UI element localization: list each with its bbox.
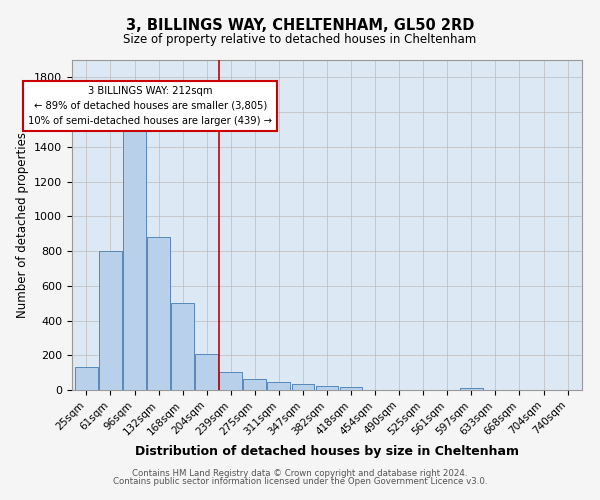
Bar (268, 382, 290, 390)
Y-axis label: Number of detached properties: Number of detached properties (16, 132, 29, 318)
Bar (147, 237, 170, 390)
Text: 3, BILLINGS WAY, CHELTENHAM, GL50 2RD: 3, BILLINGS WAY, CHELTENHAM, GL50 2RD (126, 18, 474, 32)
Bar (292, 384, 314, 390)
Bar (316, 386, 338, 390)
Bar (75, 368, 98, 390)
Text: Contains public sector information licensed under the Open Government Licence v3: Contains public sector information licen… (113, 477, 487, 486)
Bar (220, 372, 242, 390)
Bar (460, 388, 483, 390)
Bar (340, 387, 362, 390)
Bar (99, 251, 122, 390)
Bar (123, 131, 146, 390)
Text: 3 BILLINGS WAY: 212sqm
← 89% of detached houses are smaller (3,805)
10% of semi-: 3 BILLINGS WAY: 212sqm ← 89% of detached… (28, 86, 272, 126)
Bar (195, 354, 218, 390)
Text: Contains HM Land Registry data © Crown copyright and database right 2024.: Contains HM Land Registry data © Crown c… (132, 468, 468, 477)
X-axis label: Distribution of detached houses by size in Cheltenham: Distribution of detached houses by size … (135, 445, 519, 458)
Bar (244, 378, 266, 390)
Bar (171, 303, 194, 390)
Text: Size of property relative to detached houses in Cheltenham: Size of property relative to detached ho… (124, 32, 476, 46)
